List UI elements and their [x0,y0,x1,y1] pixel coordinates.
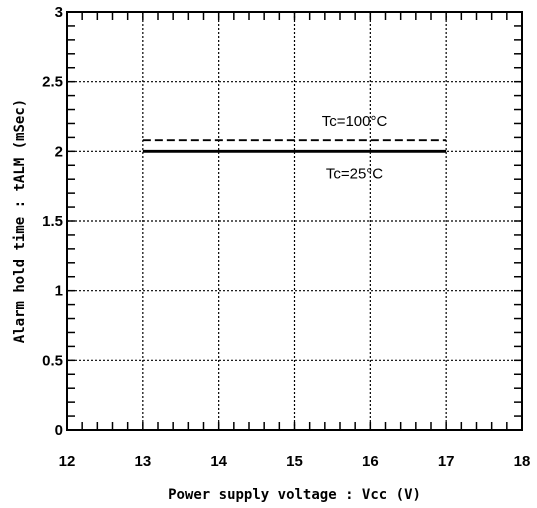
y-tick-label-4: 2 [55,143,63,160]
x-tick-label-6: 18 [514,453,531,470]
x-tick-label-4: 16 [362,453,379,470]
y-tick-label-2: 1 [55,283,63,300]
x-tick-label-0: 12 [59,453,76,470]
y-tick-label-1: 0.5 [42,352,63,369]
y-tick-label-5: 2.5 [42,74,63,91]
plot-frame [66,11,523,431]
minor-ticks [67,12,522,430]
x-axis-title: Power supply voltage : Vcc (V) [168,487,421,503]
y-axis-title: Alarm hold time : tALM (mSec) [12,99,28,343]
x-tick-label-1: 13 [134,453,151,470]
x-tick-label-3: 15 [286,453,303,470]
series-labels: Tc=100°C Tc=25°C [322,113,388,182]
y-tick-label-0: 0 [55,422,63,439]
x-tick-label-2: 14 [210,453,227,470]
y-tick-label-6: 3 [55,4,63,21]
y-tick-label-3: 1.5 [42,213,63,230]
x-tick-label-5: 17 [438,453,455,470]
y-tick-labels: 0 0.5 1 1.5 2 2.5 3 [42,4,63,439]
series-label-1: Tc=25°C [326,165,383,182]
grid [67,12,522,430]
x-tick-labels: 12 13 14 15 16 17 18 [59,453,531,470]
series-lines [142,139,447,153]
series-label-0: Tc=100°C [322,113,388,130]
